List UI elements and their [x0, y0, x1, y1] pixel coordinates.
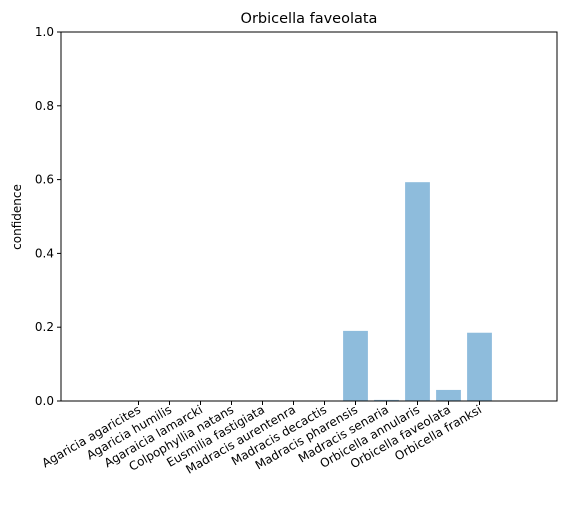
bar-10 [436, 389, 461, 401]
chart-title: Orbicella faveolata [241, 11, 378, 27]
y-tick-label-2: 0.4 [35, 246, 54, 260]
y-tick-label-3: 0.6 [35, 173, 54, 187]
bars-group [343, 182, 492, 401]
bar-7 [343, 330, 368, 401]
bar-8 [374, 399, 399, 401]
y-tick-label-5: 1.0 [35, 25, 54, 39]
y-tick-label-4: 0.8 [35, 99, 54, 113]
bar-11 [467, 332, 492, 401]
y-tick-label-0: 0.0 [35, 394, 54, 408]
plot-frame [60, 31, 558, 402]
bar-9 [405, 182, 430, 401]
y-axis: 0.0 0.2 0.4 0.6 0.8 1.0 [35, 25, 61, 408]
y-tick-label-1: 0.2 [35, 320, 54, 334]
y-axis-label: confidence [10, 184, 24, 250]
